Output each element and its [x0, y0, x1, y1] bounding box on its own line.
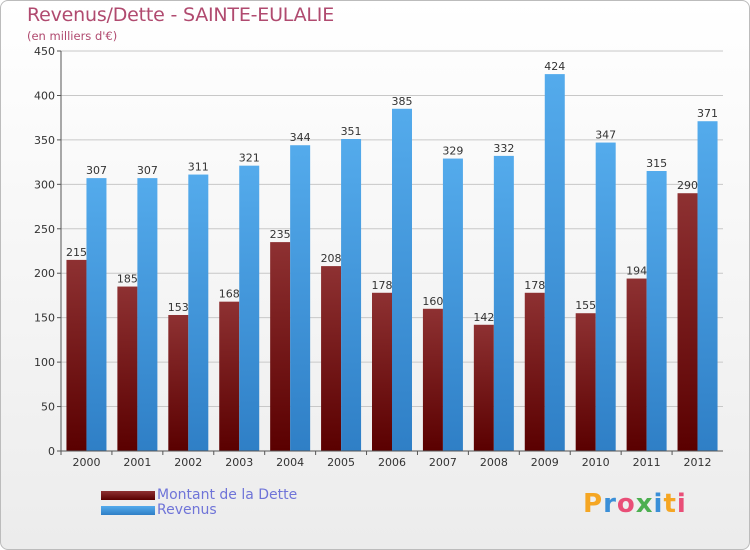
x-tick-label-2001: 2001	[123, 456, 151, 469]
logo-letter: x	[635, 489, 654, 519]
data-label-dette-2007: 160	[422, 295, 443, 308]
bar-revenus-2003	[239, 165, 260, 451]
bar-dette-2006	[372, 292, 392, 451]
bar-revenus-2001	[137, 178, 158, 451]
bar-revenus-2008	[493, 155, 514, 451]
data-label-revenus-2007: 329	[442, 145, 463, 158]
bar-dette-2005	[321, 266, 342, 451]
logo-letter: i	[653, 489, 664, 519]
x-tick-label-2003: 2003	[225, 456, 253, 469]
y-tick-label-100: 100	[34, 356, 55, 369]
legend-item-revenus: Revenus	[101, 503, 217, 517]
data-labels: 215 307 185 307 153 311 168 321 235 344 208 351 178 3…	[66, 60, 718, 324]
bar-revenus-2005	[341, 139, 362, 451]
data-label-revenus-2012: 371	[697, 107, 718, 120]
bar-revenus-2000	[86, 178, 107, 451]
y-tick-label-250: 250	[34, 223, 55, 236]
x-tick-label-2000: 2000	[72, 456, 100, 469]
y-tick-label-300: 300	[34, 178, 55, 191]
data-label-revenus-2011: 315	[646, 157, 667, 170]
bar-dette-2007	[422, 308, 443, 451]
data-label-revenus-2002: 311	[188, 161, 209, 174]
data-label-revenus-2004: 344	[290, 131, 311, 144]
y-tick-label-200: 200	[34, 267, 55, 280]
y-tick-label-150: 150	[34, 312, 55, 325]
chart-title: Revenus/Dette - SAINTE-EULALIE	[27, 4, 335, 26]
bar-dette-2011	[626, 278, 647, 451]
legend-label-dette: Montant de la Dette	[157, 487, 298, 503]
bar-dette-2000	[66, 259, 87, 451]
x-tick-label-2002: 2002	[174, 456, 202, 469]
bar-dette-2002	[168, 315, 189, 451]
x-tick-label-2012: 2012	[684, 456, 712, 469]
data-label-revenus-2005: 351	[341, 125, 362, 138]
data-label-dette-2011: 194	[626, 265, 647, 278]
bar-dette-2009	[524, 292, 545, 451]
legend-swatch-dette	[101, 490, 155, 500]
x-tick-label-2007: 2007	[429, 456, 457, 469]
bar-revenus-2002	[188, 174, 209, 452]
bar-revenus-2010	[595, 142, 616, 452]
logo-letter: t	[663, 489, 677, 519]
data-label-dette-2010: 155	[575, 299, 596, 312]
data-label-revenus-2009: 424	[544, 60, 565, 73]
data-label-dette-2005: 208	[321, 252, 342, 265]
x-tick-label-2009: 2009	[531, 456, 559, 469]
y-tick-label-0: 0	[48, 445, 55, 458]
bar-revenus-2007	[442, 158, 463, 452]
proxiti-logo: Proxiti	[583, 489, 687, 519]
chart-subtitle: (en milliers d'€)	[27, 29, 118, 43]
y-tick-label-350: 350	[34, 134, 55, 147]
data-label-dette-2003: 168	[219, 288, 240, 301]
x-tick-label-2010: 2010	[582, 456, 610, 469]
bar-revenus-2009	[544, 74, 565, 451]
data-label-dette-2009: 178	[524, 279, 545, 292]
data-label-dette-2001: 185	[117, 273, 138, 286]
logo-letter: i	[676, 489, 687, 519]
bar-revenus-2004	[290, 145, 311, 451]
data-label-dette-2000: 215	[66, 246, 87, 259]
legend-label-revenus: Revenus	[157, 502, 217, 518]
data-label-dette-2006: 178	[372, 279, 393, 292]
data-label-revenus-2003: 321	[239, 152, 260, 165]
x-tick-label-2008: 2008	[480, 456, 508, 469]
legend-swatch-revenus	[101, 505, 155, 515]
logo-letter: r	[603, 489, 617, 519]
bar-dette-2004	[270, 242, 291, 451]
logo-letter: o	[616, 489, 636, 519]
bar-revenus-2011	[646, 171, 667, 451]
bar-revenus-2012	[697, 121, 718, 451]
legend-item-dette: Montant de la Dette	[101, 488, 297, 502]
axes: 0 50 100 150 200 250 300 350 400 450 2000 2001 2002 2…	[34, 45, 723, 469]
data-label-dette-2004: 235	[270, 228, 291, 241]
bar-dette-2008	[473, 324, 494, 451]
data-label-revenus-2006: 385	[392, 95, 413, 108]
x-tick-label-2005: 2005	[327, 456, 355, 469]
data-label-dette-2012: 290	[677, 179, 698, 192]
bar-dette-2003	[219, 301, 240, 451]
bar-dette-2010	[575, 313, 596, 451]
bar-revenus-2006	[392, 108, 412, 452]
y-tick-label-50: 50	[41, 401, 55, 414]
data-label-dette-2008: 142	[473, 311, 494, 324]
y-tick-label-400: 400	[34, 89, 55, 102]
logo-letter: P	[583, 489, 604, 519]
y-tick-label-450: 450	[34, 45, 55, 58]
bar-dette-2001	[117, 286, 138, 451]
x-tick-label-2004: 2004	[276, 456, 304, 469]
bars	[66, 74, 718, 452]
x-tick-label-2011: 2011	[633, 456, 661, 469]
x-tick-label-2006: 2006	[378, 456, 406, 469]
data-label-dette-2002: 153	[168, 301, 189, 314]
data-label-revenus-2010: 347	[595, 129, 616, 142]
bar-dette-2012	[677, 193, 698, 451]
data-label-revenus-2008: 332	[493, 142, 514, 155]
data-label-revenus-2000: 307	[86, 164, 107, 177]
data-label-revenus-2001: 307	[137, 164, 158, 177]
